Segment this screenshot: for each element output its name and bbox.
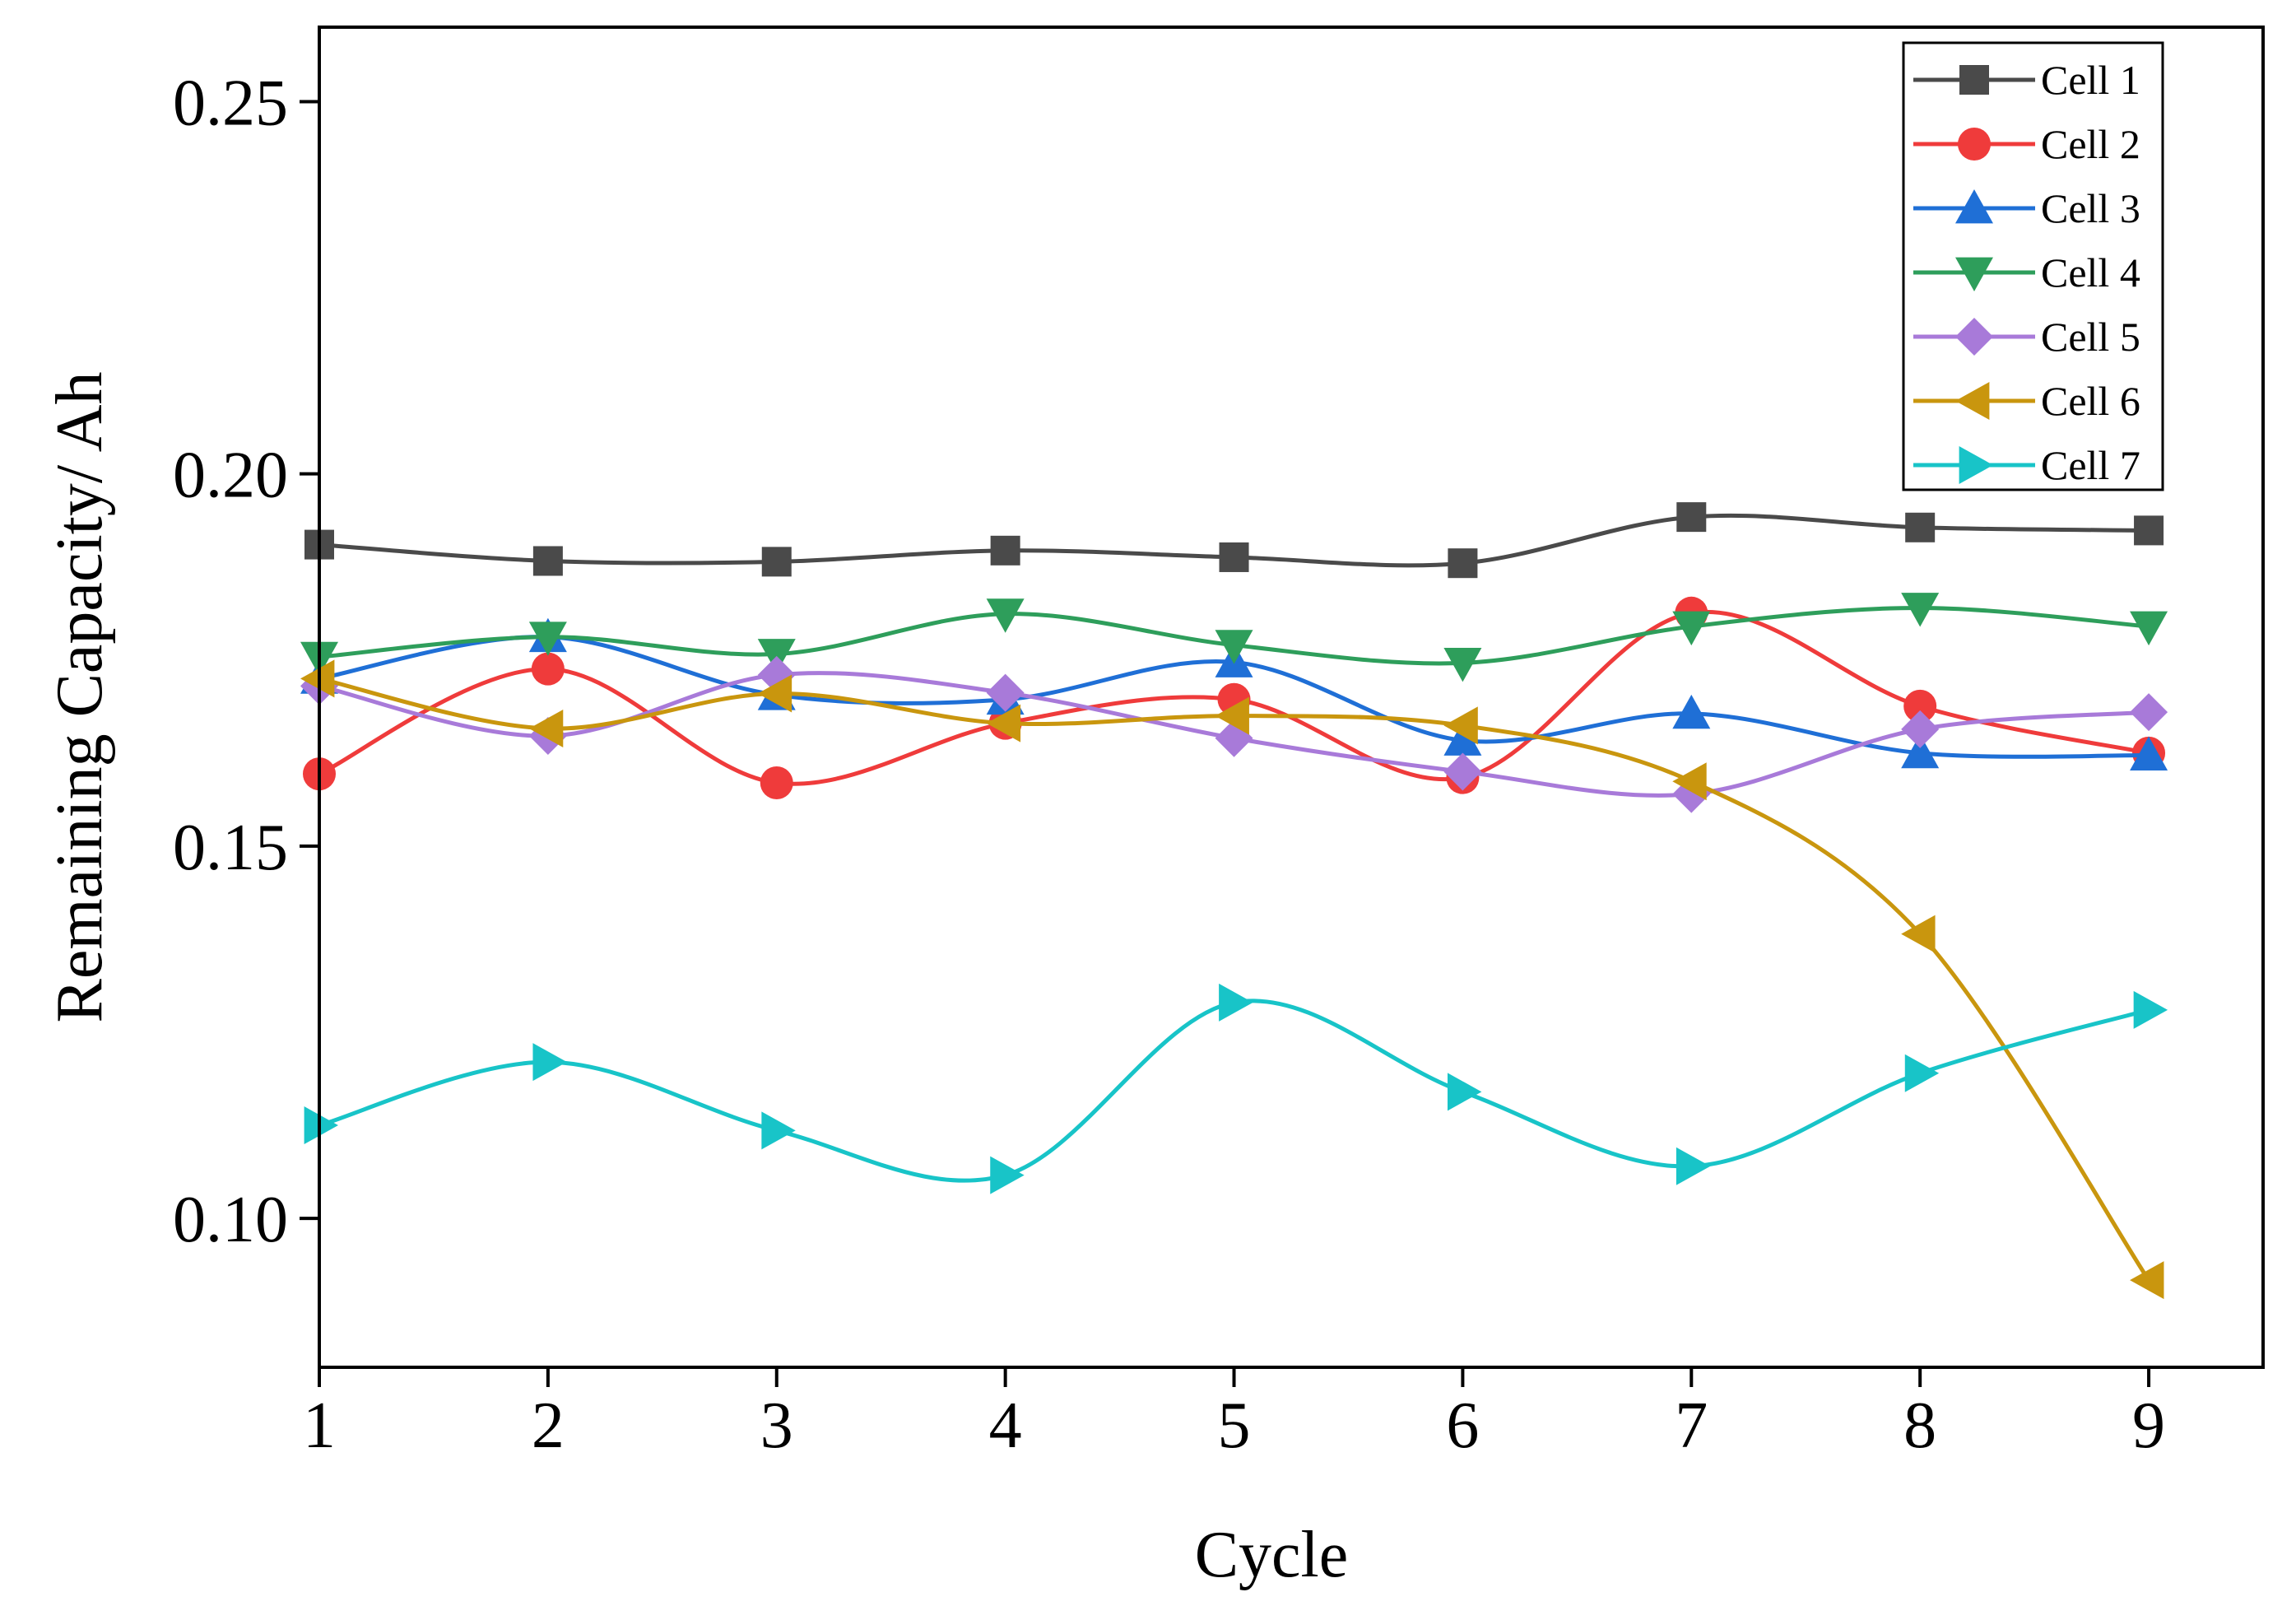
legend-label: Cell 1 [2041, 57, 2140, 103]
data-point [1448, 1073, 1482, 1111]
data-point [1672, 694, 1711, 729]
x-tick-label: 9 [2132, 1390, 2165, 1462]
data-point [761, 547, 792, 577]
legend-label: Cell 5 [2041, 314, 2140, 360]
data-point [990, 1156, 1025, 1194]
legend-item: Cell 6 [1913, 378, 2140, 424]
x-tick-label: 4 [989, 1390, 1022, 1462]
series-6 [300, 659, 2164, 1300]
data-point [986, 704, 1021, 742]
data-point [1901, 733, 1940, 769]
legend-item: Cell 2 [1913, 121, 2140, 167]
data-point [2130, 693, 2168, 732]
series-line [318, 999, 2150, 1183]
legend-marker [1959, 446, 1993, 484]
legend-label: Cell 2 [2041, 121, 2140, 167]
legend-marker [1955, 189, 1993, 224]
data-point [2133, 990, 2168, 1029]
data-point [761, 1111, 796, 1150]
data-point [1215, 696, 1249, 735]
legend: Cell 1 Cell 2 Cell 3 Cell 4 Cell 5 Cell 6 Cell… [1902, 41, 2164, 491]
data-point [757, 674, 792, 713]
legend-marker [1958, 128, 1991, 161]
data-point [532, 546, 563, 576]
data-point [1901, 915, 1936, 953]
series-4 [300, 593, 2168, 682]
series-layer [300, 502, 2168, 1300]
data-point [1905, 512, 1936, 542]
data-point [1443, 721, 1482, 756]
data-point [986, 598, 1025, 633]
data-point [986, 673, 1025, 712]
y-tick-label: 0.20 [173, 440, 288, 512]
plot-frame [318, 26, 2265, 1369]
x-axis-title: Cycle [1195, 1519, 1349, 1591]
data-point [1443, 706, 1478, 745]
data-point [1448, 548, 1478, 579]
data-point [1215, 630, 1253, 664]
data-point [1219, 983, 1253, 1022]
x-tick-label: 7 [1675, 1390, 1708, 1462]
legend-item: Cell 3 [1913, 185, 2140, 231]
data-point [1676, 502, 1707, 533]
data-point [1903, 689, 1937, 723]
data-point [300, 659, 335, 698]
legend-frame [1902, 41, 2164, 491]
data-point [1904, 1054, 1940, 1092]
data-point [1219, 542, 1249, 572]
legend-label: Cell 4 [2041, 249, 2140, 296]
legend-item: Cell 7 [1913, 442, 2140, 488]
legend-marker [1959, 65, 1989, 95]
x-tick-label: 8 [1903, 1390, 1936, 1462]
x-tick-label: 1 [303, 1390, 336, 1462]
y-tick-label: 0.15 [173, 812, 288, 884]
legend-marker [1955, 382, 1990, 420]
legend-item: Cell 5 [1913, 314, 2140, 360]
series-1 [304, 502, 2164, 579]
data-point [532, 1043, 567, 1082]
legend-marker [1955, 318, 1993, 356]
axis-layer: 1 2 3 4 5 6 7 8 9 0.10 0.15 0.20 0.25 [173, 67, 2165, 1462]
data-point [1672, 762, 1707, 801]
data-point [2130, 736, 2168, 770]
series-5 [300, 655, 2168, 813]
legend-item: Cell 4 [1913, 249, 2140, 296]
y-tick-label: 0.10 [173, 1184, 288, 1256]
legend-item: Cell 1 [1913, 57, 2140, 103]
series-2 [303, 596, 2166, 800]
data-point [528, 709, 564, 747]
series-line [318, 676, 2151, 1282]
data-point [2134, 515, 2164, 546]
data-point [2130, 1261, 2164, 1300]
x-tick-label: 2 [532, 1390, 565, 1462]
x-tick-label: 3 [760, 1390, 793, 1462]
data-point [757, 639, 796, 673]
series-7 [304, 983, 2168, 1194]
data-point [760, 766, 793, 800]
data-point [531, 652, 565, 686]
data-point [1443, 752, 1482, 791]
data-point [1676, 1147, 1711, 1185]
data-point [1672, 611, 1711, 646]
y-axis-title: Remaining Capacity/ Ah [44, 372, 116, 1023]
data-point [304, 1106, 338, 1145]
legend-label: Cell 3 [2041, 185, 2140, 231]
data-point [1901, 593, 1940, 627]
x-tick-label: 5 [1218, 1390, 1251, 1462]
data-point [528, 621, 567, 656]
y-tick-label: 0.25 [173, 67, 288, 139]
x-tick-label: 6 [1446, 1390, 1479, 1462]
legend-label: Cell 6 [2041, 378, 2140, 424]
legend-marker [1955, 257, 1993, 291]
data-point [2130, 611, 2168, 646]
data-point [1901, 710, 1940, 748]
data-point [1443, 647, 1482, 682]
data-point [990, 535, 1020, 566]
legend-label: Cell 7 [2041, 442, 2140, 488]
